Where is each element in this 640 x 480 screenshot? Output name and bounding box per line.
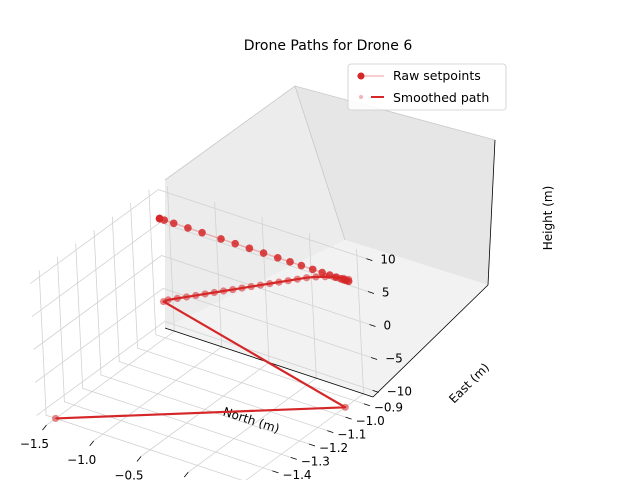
raw-setpoint bbox=[286, 258, 294, 266]
y-tick bbox=[345, 416, 352, 420]
y-grid-line bbox=[93, 229, 310, 445]
z-grid-line bbox=[36, 320, 373, 416]
raw-setpoint bbox=[297, 261, 306, 270]
x-grid-line bbox=[46, 186, 175, 426]
raw-setpoint bbox=[231, 239, 239, 248]
raw-setpoint bbox=[318, 268, 326, 277]
y-grid-line bbox=[111, 216, 328, 431]
raw-setpoint bbox=[169, 219, 178, 228]
y-tick bbox=[272, 470, 279, 474]
axis-ticks bbox=[42, 258, 379, 478]
y-tick-label: −0.9 bbox=[374, 401, 403, 415]
raw-setpoints-series bbox=[155, 214, 353, 286]
chart-title: Drone Paths for Drone 6 bbox=[244, 38, 413, 54]
axes-panes bbox=[164, 85, 496, 397]
legend: Raw setpoints Smoothed path bbox=[347, 63, 507, 111]
y-tick-label: −1.0 bbox=[356, 414, 385, 428]
y-grid-line bbox=[130, 203, 346, 418]
z-grid-line bbox=[31, 222, 369, 317]
smoothed-path-point bbox=[210, 288, 218, 297]
legend-box bbox=[347, 63, 507, 111]
smoothed-path-point bbox=[51, 414, 60, 423]
smoothed-path-point bbox=[164, 296, 172, 304]
z-tick-label: −5 bbox=[385, 351, 403, 365]
z-grid-line bbox=[34, 288, 372, 383]
raw-setpoint bbox=[245, 244, 254, 253]
smoothed-path-point bbox=[173, 294, 181, 302]
smoothed-path-point bbox=[201, 290, 209, 298]
raw-setpoint bbox=[308, 265, 317, 274]
z-tick bbox=[370, 357, 378, 360]
y-tick-label: −1.1 bbox=[337, 428, 366, 442]
x-tick-label: −1.5 bbox=[20, 437, 49, 451]
z-tick-label: 0 bbox=[384, 319, 392, 333]
z-grid-line bbox=[33, 255, 370, 350]
raw-setpoint bbox=[273, 253, 282, 262]
x-tick-label: −1.0 bbox=[67, 453, 96, 467]
y-tick bbox=[363, 403, 370, 407]
legend-smoothed-label: Smoothed path bbox=[393, 90, 489, 105]
z-tick bbox=[369, 324, 376, 327]
y-tick bbox=[327, 430, 334, 433]
smoothed-path-point bbox=[312, 273, 320, 281]
z-tick-label: 10 bbox=[380, 253, 395, 267]
z-tick-label: −10 bbox=[387, 384, 412, 398]
x-tick bbox=[136, 456, 142, 462]
raw-setpoint bbox=[217, 235, 225, 243]
y-tick bbox=[308, 443, 316, 447]
y-grid-line bbox=[148, 189, 364, 405]
z-tick bbox=[372, 390, 379, 393]
smoothed-path-point bbox=[238, 284, 246, 292]
smoothed-path-point bbox=[247, 282, 255, 291]
y-tick-label: −1.3 bbox=[301, 454, 330, 468]
raw-setpoint bbox=[184, 224, 192, 232]
z-tick bbox=[366, 258, 373, 261]
y-tick bbox=[290, 457, 297, 460]
smoothed-path-point bbox=[219, 287, 228, 295]
raw-setpoint bbox=[344, 277, 353, 286]
raw-setpoint bbox=[259, 249, 268, 257]
smoothed-path-point bbox=[266, 280, 274, 288]
x-tick bbox=[42, 424, 47, 431]
legend-smoothed-marker bbox=[359, 95, 363, 99]
y-tick-label: −1.4 bbox=[282, 468, 311, 480]
z-tick bbox=[367, 291, 375, 294]
z-grid-line bbox=[30, 189, 367, 284]
smoothed-path-point bbox=[341, 403, 349, 411]
raw-setpoint bbox=[198, 228, 206, 237]
y-axis-label: East (m) bbox=[446, 360, 492, 406]
left-pane bbox=[165, 86, 345, 328]
smoothed-path-point bbox=[275, 278, 283, 286]
axis-tick-labels: −10−50510−1.5−1.0−0.50.00.5−1.5−1.4−1.3−… bbox=[20, 253, 412, 480]
smoothed-path-point bbox=[192, 291, 200, 300]
smoothed-path-point bbox=[256, 281, 265, 289]
smoothed-path-point bbox=[303, 274, 311, 282]
smoothed-path-point bbox=[229, 285, 237, 294]
raw-setpoint bbox=[325, 271, 334, 279]
z-axis-label: Height (m) bbox=[541, 186, 555, 251]
y-grid-line bbox=[38, 270, 243, 480]
raw-setpoint bbox=[160, 216, 169, 224]
legend-raw-label: Raw setpoints bbox=[393, 68, 481, 83]
z-axis-line bbox=[487, 139, 496, 286]
z-tick-label: 5 bbox=[382, 286, 390, 300]
right-pane bbox=[295, 86, 495, 285]
smoothed-path-point bbox=[182, 293, 191, 301]
smoothed-path-point bbox=[284, 277, 292, 285]
smoothed-path-point bbox=[293, 275, 301, 283]
floor-pane bbox=[165, 240, 488, 397]
y-grid-line bbox=[57, 256, 273, 472]
y-axis-line bbox=[372, 284, 489, 398]
y-grid-line bbox=[75, 243, 291, 458]
x-tick bbox=[89, 440, 95, 447]
x-tick-label: −0.5 bbox=[114, 469, 143, 480]
smoothed-path-series bbox=[51, 273, 353, 423]
y-tick-label: −1.2 bbox=[319, 441, 348, 455]
x-tick bbox=[183, 471, 189, 478]
legend-raw-marker bbox=[357, 72, 365, 80]
